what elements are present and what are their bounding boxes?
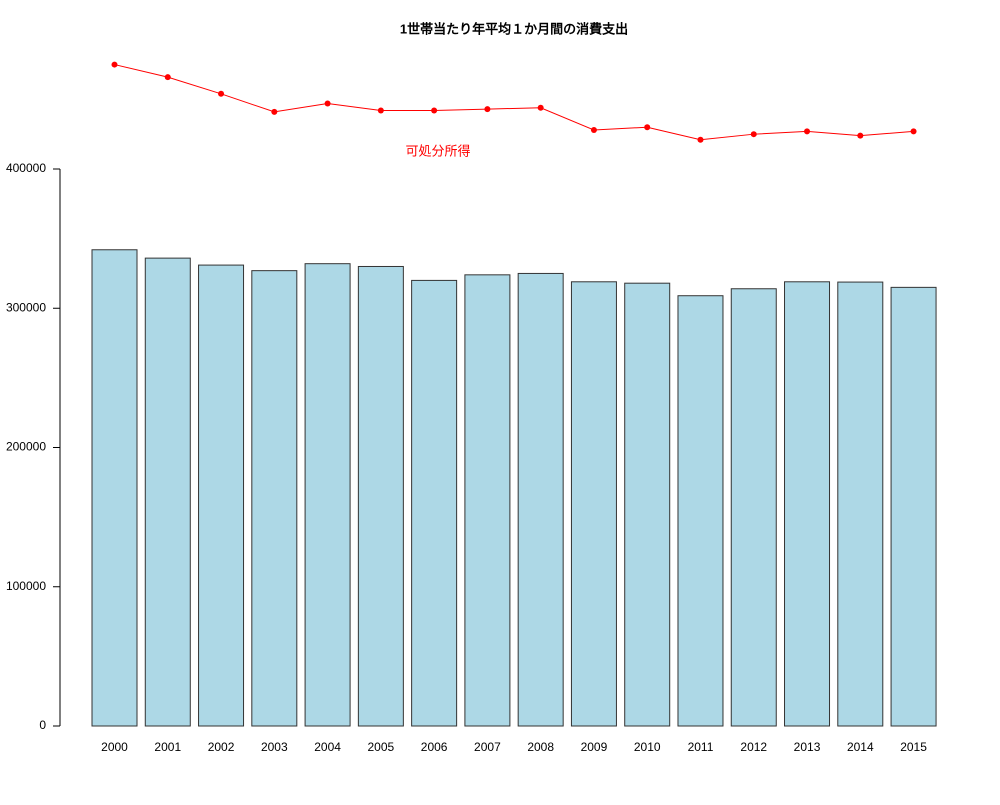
- x-tick-label: 2001: [154, 740, 181, 754]
- x-tick-label: 2009: [581, 740, 608, 754]
- point: [804, 128, 811, 135]
- point: [750, 131, 757, 138]
- x-tick-label: 2004: [314, 740, 341, 754]
- point: [644, 124, 651, 131]
- point: [537, 104, 544, 111]
- bar: [784, 281, 831, 727]
- point: [910, 128, 917, 135]
- x-tick-label: 2010: [634, 740, 661, 754]
- x-tick-label: 2005: [368, 740, 395, 754]
- bar: [677, 295, 724, 727]
- bar: [91, 249, 138, 727]
- point: [218, 90, 225, 97]
- bar: [837, 281, 884, 727]
- bar: [464, 274, 511, 727]
- x-tick-label: 2006: [421, 740, 448, 754]
- y-tick-label: 300000: [6, 300, 46, 314]
- point: [164, 74, 171, 81]
- y-tick-label: 400000: [6, 161, 46, 175]
- x-tick-label: 2014: [847, 740, 874, 754]
- bar: [304, 263, 351, 727]
- chart-title: 1世帯当たり年平均１か月間の消費支出: [400, 21, 628, 36]
- x-tick-label: 2000: [101, 740, 128, 754]
- x-tick-label: 2003: [261, 740, 288, 754]
- bar: [517, 272, 564, 727]
- point: [377, 107, 384, 114]
- point: [697, 136, 704, 143]
- point: [484, 106, 491, 113]
- point: [431, 107, 438, 114]
- y-tick-label: 100000: [6, 579, 46, 593]
- x-tick-label: 2002: [208, 740, 235, 754]
- point: [857, 132, 864, 139]
- point: [271, 108, 278, 115]
- x-tick-label: 2011: [688, 740, 714, 754]
- bar: [730, 288, 777, 727]
- x-tick-label: 2007: [474, 740, 501, 754]
- bar: [890, 286, 937, 727]
- x-tick-label: 2015: [900, 740, 927, 754]
- point: [590, 127, 597, 134]
- bar: [357, 265, 404, 727]
- x-tick-label: 2008: [527, 740, 554, 754]
- bar: [198, 264, 245, 727]
- line: [114, 64, 914, 141]
- x-tick-label: 2013: [794, 740, 821, 754]
- y-tick-label: 200000: [6, 440, 46, 454]
- bar: [251, 270, 298, 727]
- line-label: 可処分所得: [405, 143, 470, 158]
- point: [324, 100, 331, 107]
- y-tick-label: 0: [39, 718, 46, 732]
- x-tick-label: 2012: [740, 740, 767, 754]
- bar: [144, 257, 191, 727]
- bar: [411, 279, 458, 727]
- point: [111, 61, 118, 68]
- bar: [624, 282, 671, 727]
- bar: [570, 281, 617, 727]
